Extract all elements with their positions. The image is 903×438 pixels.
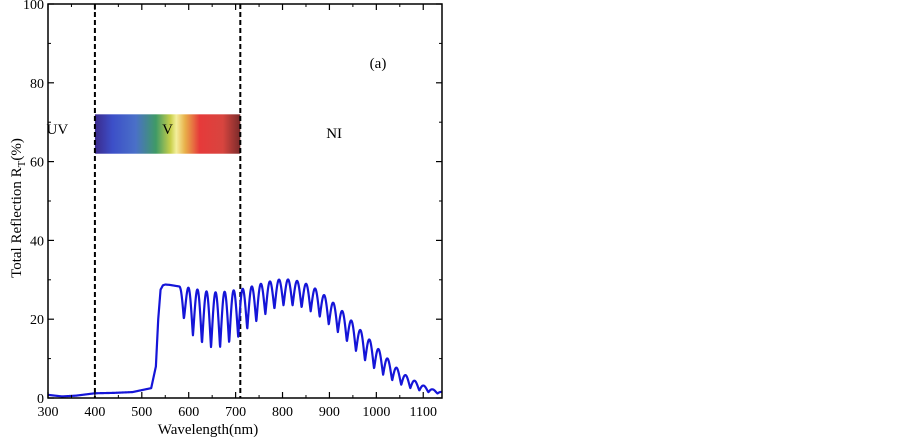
x-tick-label: 600 (178, 405, 199, 420)
y-axis-title-subscript: T (16, 160, 28, 167)
region-label-ni: NI (326, 126, 342, 142)
visible-spectrum-band (94, 114, 241, 154)
y-tick-label: 20 (30, 313, 44, 328)
curve-layer (48, 278, 442, 398)
y-tick-label: 0 (37, 392, 44, 407)
y-axis-title-main: Total Reflection R (9, 167, 25, 278)
y-axis-title-unit: (%) (9, 138, 25, 161)
x-tick-label: 400 (84, 405, 105, 420)
x-tick-label: 700 (225, 405, 246, 420)
x-tick-label: 900 (319, 405, 340, 420)
x-tick-label: 300 (38, 405, 59, 420)
region-lines-layer (93, 4, 242, 398)
x-tick-label: 1100 (409, 405, 436, 420)
x-tick-label: 800 (272, 405, 293, 420)
x-tick-label: 500 (131, 405, 152, 420)
region-label-uv: UV (47, 122, 69, 138)
visible-band-layer (94, 114, 241, 154)
region-labels: UV V NI (47, 122, 342, 142)
y-axis-title: Total Reflection RT(%) (9, 138, 28, 278)
y-tick-label: 40 (30, 234, 44, 249)
y-tick-label: 100 (23, 0, 44, 13)
y-axis: 0 20 40 60 80 100 (23, 0, 442, 407)
x-axis-title: Wavelength(nm) (158, 422, 258, 438)
region-label-v: V (162, 122, 173, 138)
x-tick-label: 1000 (362, 405, 390, 420)
y-tick-label: 60 (30, 156, 44, 171)
x-axis: 300 400 500 600 700 800 900 1000 1100 (38, 4, 437, 420)
y-tick-label: 80 (30, 77, 44, 92)
reflection-curve (48, 278, 442, 398)
panel-label: (a) (370, 56, 387, 72)
